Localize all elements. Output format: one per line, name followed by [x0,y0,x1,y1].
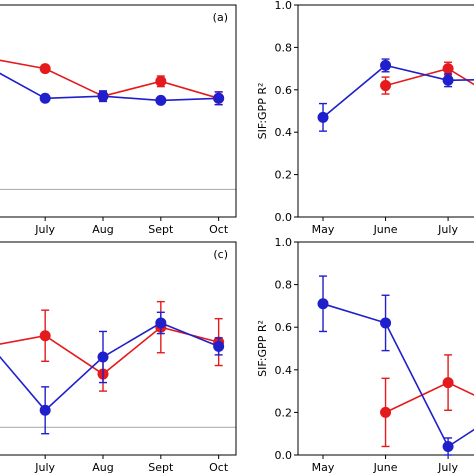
xtick-label-c-4: Oct [209,461,229,474]
data-point-b-0-1 [442,63,454,75]
plot-frame-a [0,4,237,218]
data-point-b-1-1 [380,59,392,71]
data-point-c-1-2 [97,351,109,363]
ytick-label-b-0: 0.0 [275,211,293,224]
plot-frame-b [297,4,474,218]
panel-d: 0.00.20.40.60.81.0MayJuneJulyASIF:GPP R² [256,236,474,474]
ytick-label-b-2: 0.4 [275,126,293,139]
xtick-label-c-1: July [34,461,55,474]
data-point-d-1-2 [442,440,454,452]
xtick-label-d-1: June [373,461,398,474]
xtick-label-b-2: July [437,223,458,236]
series-b-1 [317,58,474,132]
xtick-label-d-0: May [312,461,335,474]
plot-frame-d [297,241,474,456]
data-point-c-1-3 [155,317,167,329]
ytick-label-d-1: 0.2 [275,406,293,419]
series-line-d-1 [322,303,474,448]
data-point-b-1-0 [317,111,329,123]
xtick-label-b-0: May [312,223,335,236]
ytick-label-d-0: 0.0 [275,449,293,462]
ytick-label-b-3: 0.6 [275,84,293,97]
data-point-a-0-3 [155,75,167,87]
xtick-label-a-1: July [34,223,55,236]
data-point-a-1-3 [155,94,167,106]
data-point-d-1-1 [380,317,392,329]
panel-a: JuneJulyAugSeptOct(a) [0,4,237,236]
ytick-label-d-2: 0.4 [275,364,293,377]
ytick-label-d-4: 0.8 [275,279,293,292]
series-b-0 [380,61,474,95]
data-point-b-1-2 [442,74,454,86]
series-line-b-1 [322,64,474,119]
data-point-c-0-1 [39,330,51,342]
series-line-c-1 [0,322,220,412]
series-c-1 [0,311,225,435]
data-point-b-0-0 [380,80,392,92]
ytick-label-b-5: 1.0 [275,0,293,12]
data-point-d-0-1 [442,377,454,389]
xtick-label-b-1: June [373,223,398,236]
series-line-d-0 [385,381,474,414]
data-point-a-1-4 [213,92,225,104]
data-point-d-1-0 [317,298,329,310]
y-axis-label-b: SIF:GPP R² [256,83,269,140]
y-axis-label-d: SIF:GPP R² [256,320,269,377]
series-line-c-0 [0,326,219,376]
data-point-d-0-0 [380,406,392,418]
series-d-1 [317,275,474,456]
ytick-label-b-4: 0.8 [275,41,293,54]
data-point-a-1-1 [39,92,51,104]
series-line-b-0 [385,67,474,87]
panel-label-c: (c) [213,248,228,261]
series-c-0 [0,300,225,392]
data-point-c-1-1 [39,404,51,416]
ytick-label-d-3: 0.6 [275,321,293,334]
data-point-a-0-1 [39,63,51,75]
xtick-label-a-3: Sept [148,223,174,236]
xtick-label-a-2: Aug [92,223,113,236]
xtick-label-c-3: Sept [148,461,174,474]
xtick-label-c-2: Aug [92,461,113,474]
xtick-label-d-2: July [437,461,458,474]
data-point-c-1-4 [213,340,225,352]
panel-b: 0.00.20.40.60.81.0MayJuneJulyASIF:GPP R² [256,0,474,236]
data-point-a-1-2 [97,90,109,102]
ytick-label-b-1: 0.2 [275,169,293,182]
xtick-label-a-4: Oct [209,223,229,236]
series-d-0 [380,354,474,448]
panel-c: JuneJulyAugSeptOct(c) [0,241,237,474]
panel-label-a: (a) [213,11,228,24]
ytick-label-d-5: 1.0 [275,236,293,249]
series-a-1 [0,72,225,106]
